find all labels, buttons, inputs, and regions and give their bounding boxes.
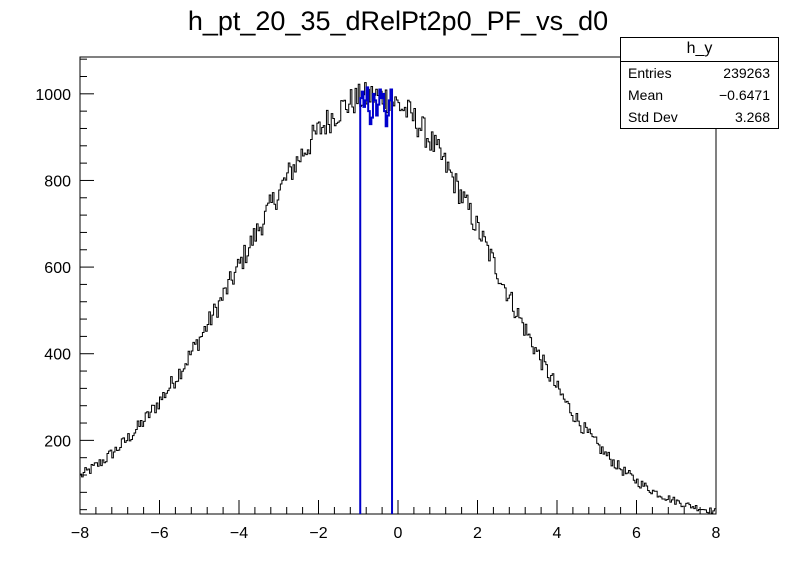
stats-row-entries: Entries 239263 — [621, 62, 778, 84]
x-tick-label: 2 — [473, 525, 482, 542]
x-tick-label: 0 — [394, 525, 403, 542]
highlight-region — [359, 86, 394, 514]
x-tick-label: −8 — [71, 525, 89, 542]
y-tick-label: 200 — [44, 433, 71, 450]
histogram-line — [80, 82, 716, 514]
stats-value: 239263 — [723, 65, 770, 81]
x-tick-label: −4 — [230, 525, 248, 542]
x-tick-label: 4 — [553, 525, 562, 542]
stats-box: h_y Entries 239263 Mean −0.6471 Std Dev … — [620, 37, 779, 129]
x-tick-label: −2 — [309, 525, 327, 542]
stats-value: −0.6471 — [719, 87, 770, 103]
stats-label: Mean — [628, 87, 664, 103]
stats-box-title: h_y — [621, 38, 778, 62]
stats-row-mean: Mean −0.6471 — [621, 84, 778, 106]
stats-label: Entries — [628, 65, 672, 81]
x-tick-label: 8 — [712, 525, 721, 542]
y-tick-label: 1000 — [35, 87, 71, 104]
x-tick-label: −6 — [150, 525, 168, 542]
axes: −8 −6 −4 −2 0 2 4 6 8 200 400 600 800 1000 — [35, 58, 721, 542]
y-tick-label: 600 — [44, 260, 71, 277]
y-tick-label: 800 — [44, 173, 71, 190]
stats-row-stddev: Std Dev 3.268 — [621, 106, 778, 128]
histogram-series — [80, 82, 716, 514]
chart-title: h_pt_20_35_dRelPt2p0_PF_vs_d0 — [187, 6, 609, 36]
x-tick-label: 6 — [632, 525, 641, 542]
stats-value: 3.268 — [734, 109, 770, 125]
stats-label: Std Dev — [628, 109, 678, 125]
y-tick-label: 400 — [44, 347, 71, 364]
